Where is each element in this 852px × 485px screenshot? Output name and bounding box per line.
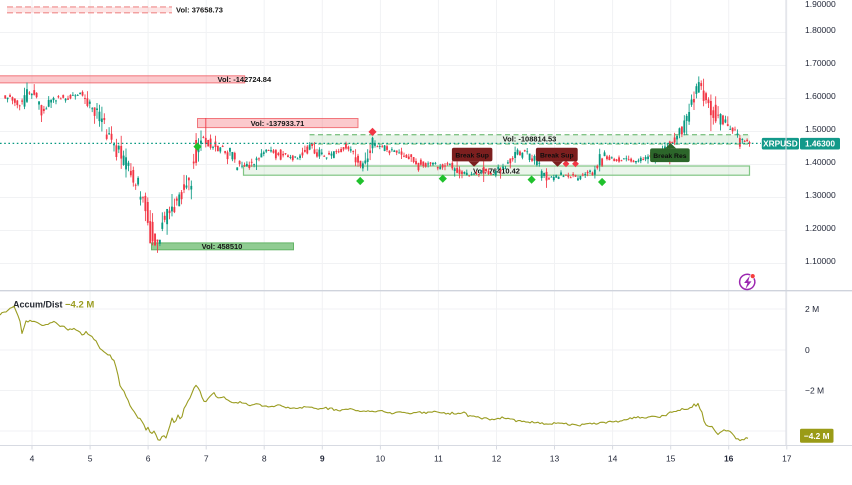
svg-text:2 M: 2 M [805,304,819,314]
svg-text:16: 16 [724,454,734,464]
svg-text:1.20000: 1.20000 [805,223,836,233]
svg-text:Vol: 458510: Vol: 458510 [202,242,243,251]
svg-text:Break Sup: Break Sup [455,152,489,159]
svg-text:12: 12 [492,454,502,464]
svg-text:13: 13 [550,454,560,464]
svg-text:XRPUSD: XRPUSD [763,139,798,149]
svg-text:1.30000: 1.30000 [805,190,836,200]
svg-text:1.50000: 1.50000 [805,124,836,134]
svg-text:1.80000: 1.80000 [805,25,836,35]
svg-text:1.40000: 1.40000 [805,157,836,167]
svg-text:8: 8 [262,454,267,464]
svg-text:Break Res: Break Res [653,153,686,160]
svg-text:6: 6 [146,454,151,464]
svg-text:4: 4 [30,454,35,464]
svg-text:Accum/Dist: Accum/Dist [13,299,63,309]
svg-text:10: 10 [376,454,386,464]
svg-text:−4.2 M: −4.2 M [804,431,830,441]
svg-text:1.90000: 1.90000 [805,0,836,9]
svg-text:5: 5 [88,454,93,464]
svg-text:Vol: 37658.73: Vol: 37658.73 [176,6,223,15]
svg-text:Vol: -142724.84: Vol: -142724.84 [218,75,272,84]
svg-text:Break Sup: Break Sup [540,152,574,159]
svg-text:−4.2 M: −4.2 M [65,300,94,311]
svg-text:1.10000: 1.10000 [805,256,836,266]
svg-text:Vol: -137933.71: Vol: -137933.71 [251,119,305,128]
svg-text:Vol: -108814.53: Vol: -108814.53 [503,134,557,143]
svg-text:0: 0 [805,345,810,355]
svg-text:1.60000: 1.60000 [805,91,836,101]
svg-text:14: 14 [608,454,618,464]
svg-text:7: 7 [204,454,209,464]
svg-text:17: 17 [782,454,792,464]
svg-text:−2 M: −2 M [805,385,824,395]
svg-text:11: 11 [434,454,443,464]
svg-text:9: 9 [320,454,325,464]
svg-text:1.46300: 1.46300 [805,139,835,149]
svg-text:15: 15 [666,454,676,464]
svg-text:1.70000: 1.70000 [805,58,836,68]
